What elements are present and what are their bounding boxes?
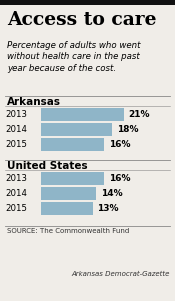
Text: 16%: 16%: [109, 140, 130, 149]
Text: 2013: 2013: [5, 174, 27, 183]
Text: 13%: 13%: [97, 204, 118, 213]
Text: Percentage of adults who went
without health care in the past
year because of th: Percentage of adults who went without he…: [7, 41, 141, 73]
Bar: [41, 187, 96, 200]
Text: 16%: 16%: [109, 174, 130, 183]
Text: 2014: 2014: [5, 189, 27, 198]
Text: 21%: 21%: [129, 110, 150, 119]
Text: 2013: 2013: [5, 110, 27, 119]
Bar: [41, 123, 112, 136]
Bar: [41, 138, 104, 151]
Bar: [41, 108, 124, 121]
Bar: [41, 202, 93, 215]
Text: 2014: 2014: [5, 125, 27, 134]
Text: 2015: 2015: [5, 140, 27, 149]
Text: Arkansas Democrat-Gazette: Arkansas Democrat-Gazette: [71, 271, 170, 277]
Text: 18%: 18%: [117, 125, 138, 134]
Bar: [0, 0, 175, 5]
Text: SOURCE: The Commonwealth Fund: SOURCE: The Commonwealth Fund: [7, 228, 129, 234]
Text: Arkansas: Arkansas: [7, 97, 61, 107]
Text: United States: United States: [7, 161, 88, 171]
Text: Access to care: Access to care: [7, 11, 156, 29]
Bar: [41, 172, 104, 185]
Text: 14%: 14%: [101, 189, 122, 198]
Text: 2015: 2015: [5, 204, 27, 213]
